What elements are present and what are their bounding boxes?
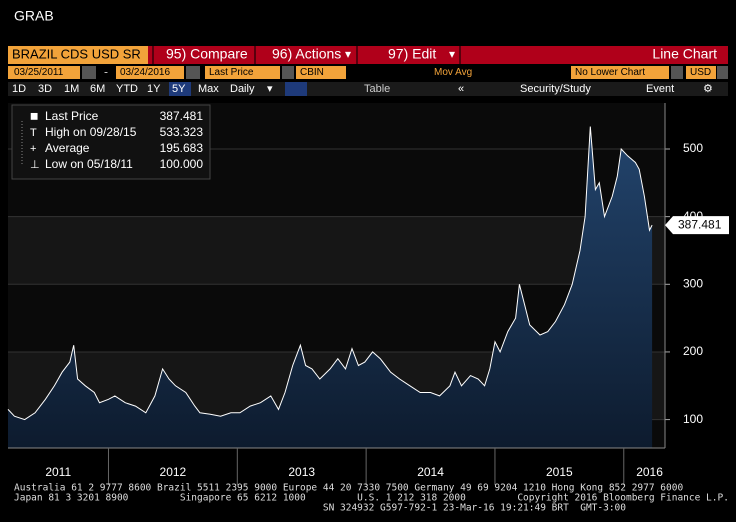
mov-avg[interactable]: Mov Avg (434, 67, 472, 78)
input[interactable] (205, 66, 280, 79)
legend-label: Low on 05/18/11 (45, 157, 133, 171)
period-button[interactable]: YTD (116, 83, 138, 95)
button-row: Daily ▾ Table « Security/Study Event ⚙ 1… (8, 82, 728, 96)
toolbar-bg (8, 46, 728, 64)
dash: - (104, 65, 108, 79)
input[interactable] (296, 66, 346, 79)
y-tick-label: 100 (683, 412, 703, 426)
period-button[interactable]: 5Y (172, 83, 186, 95)
edit-button[interactable]: 97) Edit (388, 46, 436, 62)
end-date: 03/24/2016 (120, 67, 170, 78)
dropdown[interactable] (671, 66, 683, 79)
footer-line: Australia 61 2 9777 8600 Brazil 5511 239… (14, 483, 683, 494)
security-box[interactable] (8, 46, 148, 64)
legend-icon: ⊥ (30, 159, 40, 171)
compare-button[interactable]: 95) Compare (166, 46, 248, 62)
period-button[interactable]: Max (198, 83, 219, 95)
legend-icon: ■ (30, 108, 38, 124)
x-tick-label: 2016 (636, 465, 663, 479)
calendar[interactable] (186, 66, 200, 79)
x-tick-label: 2012 (160, 465, 187, 479)
legend-icon: + (30, 143, 36, 155)
study-button[interactable]: Security/Study (520, 83, 591, 95)
last-price-tag (665, 216, 729, 235)
footer-line: Japan 81 3 3201 8900 Singapore 65 6212 1… (14, 493, 729, 504)
lower-chart: No Lower Chart (575, 67, 645, 78)
grid-band (8, 216, 665, 285)
legend-value: 100.000 (160, 157, 204, 171)
legend-value: 533.323 (160, 125, 204, 139)
dropdown-arrow: ▾ (345, 47, 351, 61)
chart-type: Line Chart (652, 46, 717, 62)
area (8, 126, 653, 448)
back-button[interactable]: « (458, 83, 464, 95)
y-tick-label: 500 (683, 141, 703, 155)
period-selected (169, 82, 191, 96)
legend-label: High on 09/28/15 (45, 125, 137, 139)
legend-value: 387.481 (160, 109, 204, 123)
x-tick-label: 2014 (417, 465, 444, 479)
last-price-label: 387.481 (678, 217, 722, 231)
frequency[interactable]: Daily (230, 83, 255, 95)
period-button[interactable]: 6M (90, 83, 105, 95)
settings-button[interactable]: ⚙ (703, 83, 713, 95)
input[interactable] (571, 66, 669, 79)
start-date: 03/25/2011 (14, 67, 64, 78)
y-tick-label: 300 (683, 276, 703, 290)
legend: ■ Last Price 387.481 T High on 09/28/15 533.3… (11, 104, 211, 180)
legend-icon: T (30, 127, 37, 139)
period-button[interactable]: 3D (38, 83, 52, 95)
input[interactable] (116, 66, 184, 79)
x-tick-label: 2013 (288, 465, 315, 479)
x-tick-label: 2011 (45, 465, 71, 479)
grab-label: GRAB (14, 8, 54, 24)
table-button[interactable]: Table (364, 83, 390, 95)
legend-label: Last Price (45, 109, 99, 123)
actions-button[interactable]: 96) Actions (272, 46, 341, 62)
x-tick-label: 2015 (546, 465, 573, 479)
dropdown-arrow: ▾ (267, 83, 273, 95)
security: BRAZIL CDS USD SR (12, 46, 141, 61)
source: CBIN (300, 67, 324, 78)
legend-label: Average (45, 141, 90, 155)
y-tick-label: 200 (683, 344, 703, 358)
event-button[interactable]: Event (646, 83, 674, 95)
dropdown[interactable] (282, 66, 294, 79)
period-button[interactable]: 1M (64, 83, 79, 95)
input[interactable] (8, 66, 80, 79)
control-row: 03/25/2011 - 03/24/2016 Last Price CBIN … (8, 65, 728, 79)
legend-value: 195.683 (160, 141, 204, 155)
currency: USD (690, 67, 711, 78)
footer: Australia 61 2 9777 8600 Brazil 5511 239… (14, 483, 729, 514)
footer-line: SN 324932 G597-792-1 23-Mar-16 19:21:49 … (14, 503, 626, 514)
price-line (7, 126, 653, 421)
price-field: Last Price (209, 67, 254, 78)
dropdown-arrow: ▾ (449, 47, 455, 61)
input[interactable] (686, 66, 716, 79)
period-button[interactable]: 1D (12, 83, 26, 95)
calendar[interactable] (82, 66, 96, 79)
period-button[interactable]: 1Y (147, 83, 161, 95)
line-tool[interactable] (285, 82, 307, 96)
legend-box (11, 104, 211, 180)
dropdown[interactable] (717, 66, 728, 79)
